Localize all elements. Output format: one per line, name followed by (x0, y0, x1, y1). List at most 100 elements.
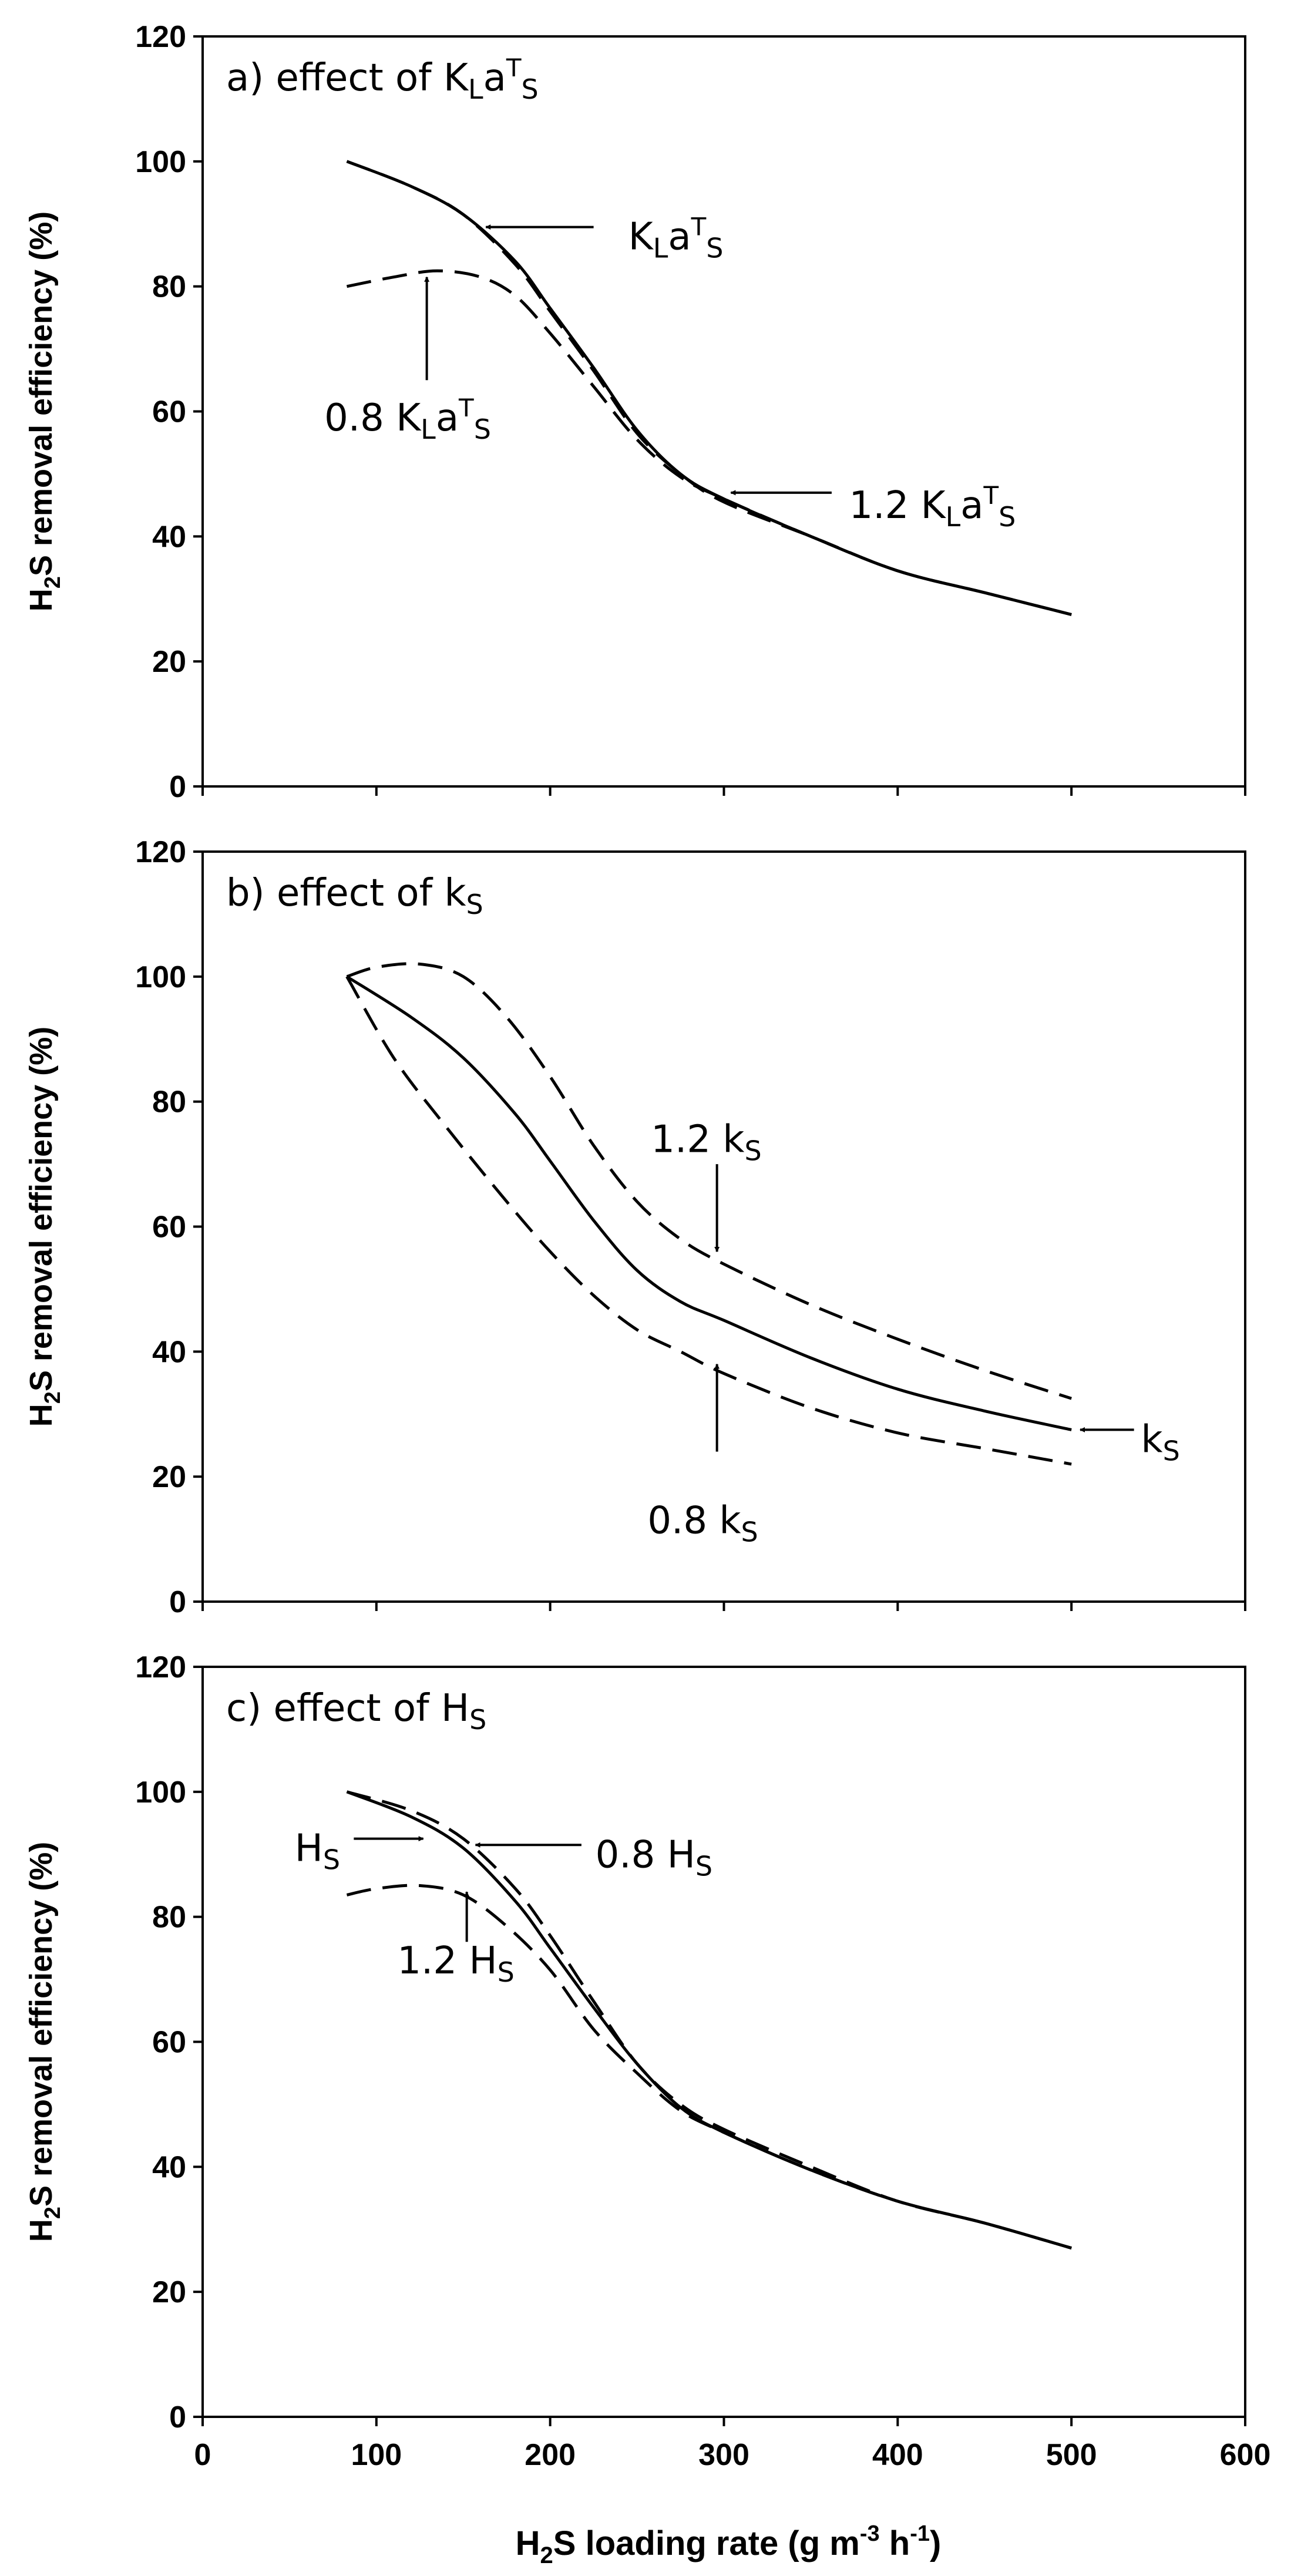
x-tick-label: 500 (1046, 2438, 1097, 2472)
y-tick-label: 80 (152, 270, 186, 304)
plot-frame (201, 850, 1246, 1603)
x-axis-label-sub: 2 (540, 2543, 553, 2568)
y-tick-label: 0 (169, 770, 186, 804)
annotation-label-part: 0.8 K (324, 396, 422, 440)
annotation-label-part: S (741, 1516, 758, 1548)
x-axis-label-h: H (516, 2524, 540, 2562)
annotation-label-part: T (983, 481, 999, 510)
annotation-label-part: S (1163, 1435, 1180, 1467)
y-tick-label: 100 (135, 960, 186, 994)
annotation-label-part: S (323, 1844, 340, 1876)
annotation-label: 1.2 HS (397, 1939, 514, 1988)
chart-panel-a: 0 20 40 60 80 100 120 H2S removal efficiency (%… (23, 20, 1246, 804)
y-axis-label-sub: 2 (41, 576, 65, 588)
annotation-label-part: H (295, 1827, 323, 1871)
panel-title-part: a (483, 56, 506, 100)
panel-title-part: S (466, 889, 483, 920)
annotation-label-part: 1.2 K (849, 484, 947, 527)
y-tick-label: 0 (169, 2400, 186, 2434)
y-axis-label: H2S removal efficiency (%) (23, 1842, 65, 2242)
annotation-label-part: T (458, 394, 474, 422)
x-tick-label: 0 (194, 2438, 211, 2472)
annotation-label: 0.8 kS (647, 1499, 758, 1548)
y-tick-label: 100 (135, 145, 186, 179)
y-axis-label-h: H (23, 2219, 59, 2242)
annotation-label-part: L (421, 413, 436, 445)
series-line-12-kS (346, 962, 1072, 1400)
annotation-label-part: S (706, 233, 723, 264)
annotation-label-part: 1.2 H (397, 1939, 497, 1983)
panel-title-part: L (468, 73, 483, 105)
annotation-label-part: T (691, 213, 707, 241)
y-axis-label-h: H (23, 1404, 59, 1427)
series-line-08-KLaTS (347, 269, 1072, 616)
x-axis-label: H2S loading rate (g m-3 h-1) (516, 2521, 942, 2568)
series-line-08-HS (346, 1790, 1072, 2250)
annotation-label-part: S (474, 413, 491, 445)
panel-title-part: T (506, 53, 522, 82)
series-line-08-kS (345, 976, 1072, 1466)
x-tick-label: 300 (698, 2438, 749, 2472)
annotation-label: 1.2 KLaTS (849, 481, 1016, 533)
annotation-label-part: 0.8 H (596, 1833, 695, 1876)
annotation-label-part: a (436, 396, 459, 440)
panel-title-part: c) effect of H (226, 1687, 469, 1730)
y-tick-label: 60 (152, 395, 186, 429)
y-axis-label-sub: 2 (41, 2207, 65, 2219)
series-line-kS (346, 975, 1072, 1431)
series-line-12-KLaTS (346, 160, 1072, 616)
x-tick-label: 600 (1220, 2438, 1271, 2472)
panel-title: c) effect of HS (226, 1687, 486, 1736)
y-tick-label: 40 (152, 2150, 186, 2184)
annotation-label-part: L (946, 501, 961, 533)
y-tick-label: 60 (152, 2026, 186, 2060)
y-tick-label: 40 (152, 520, 186, 554)
annotation-label: KLaTS (628, 213, 724, 264)
y-tick-label: 40 (152, 1335, 186, 1369)
y-tick-label: 120 (135, 1650, 186, 1684)
annotation-label-part: a (668, 216, 691, 259)
x-axis-label-sup1: -3 (860, 2521, 880, 2546)
x-axis-label-main: S loading rate (g m (553, 2524, 860, 2562)
x-tick-label: 400 (872, 2438, 923, 2472)
y-axis-label-sub: 2 (41, 1391, 65, 1404)
panel-title-part: S (469, 1704, 486, 1736)
x-tick-label: 200 (525, 2438, 576, 2472)
y-tick-label: 0 (169, 1585, 186, 1619)
annotation-label-part: k (1141, 1418, 1163, 1461)
y-tick-label: 60 (152, 1210, 186, 1245)
y-tick-label: 120 (135, 20, 186, 54)
annotation-label-part: S (497, 1956, 515, 1988)
y-tick-label: 80 (152, 1085, 186, 1119)
annotation-label-part: K (628, 216, 654, 259)
y-axis-label-main: S removal efficiency (%) (23, 1842, 59, 2207)
y-axis-label-h: H (23, 588, 59, 611)
y-tick-label: 80 (152, 1901, 186, 1935)
annotation-label: 0.8 HS (596, 1833, 712, 1882)
y-axis-label-main: S removal efficiency (%) (23, 1027, 59, 1391)
series-line-KLaTS (346, 160, 1072, 616)
annotation-label: HS (295, 1827, 340, 1876)
y-tick-label: 20 (152, 2275, 186, 2309)
annotation-label-part: L (653, 233, 668, 264)
annotation-label-part: a (960, 484, 983, 527)
y-axis-label: H2S removal efficiency (%) (23, 1027, 65, 1427)
chart-panel-b: 0 20 40 60 80 100 120 H2S removal efficiency (%… (23, 835, 1246, 1619)
annotation-label-part: S (999, 501, 1016, 533)
annotation-label: 0.8 KLaTS (324, 394, 491, 445)
y-tick-label: 20 (152, 645, 186, 679)
panel-title-part: S (522, 73, 539, 105)
x-axis-label-end: ) (930, 2524, 941, 2562)
x-axis-label-mid: h (880, 2524, 910, 2562)
annotation-label-part: 0.8 k (647, 1499, 741, 1543)
panel-title-part: b) effect of k (226, 872, 466, 915)
plot-frame (201, 1666, 1246, 2418)
annotation-label-part: S (744, 1135, 761, 1167)
y-tick-label: 120 (135, 835, 186, 869)
y-axis-label-main: S removal efficiency (%) (23, 211, 59, 576)
x-axis-label-sup2: -1 (910, 2521, 930, 2546)
panel-title: b) effect of kS (226, 872, 483, 920)
